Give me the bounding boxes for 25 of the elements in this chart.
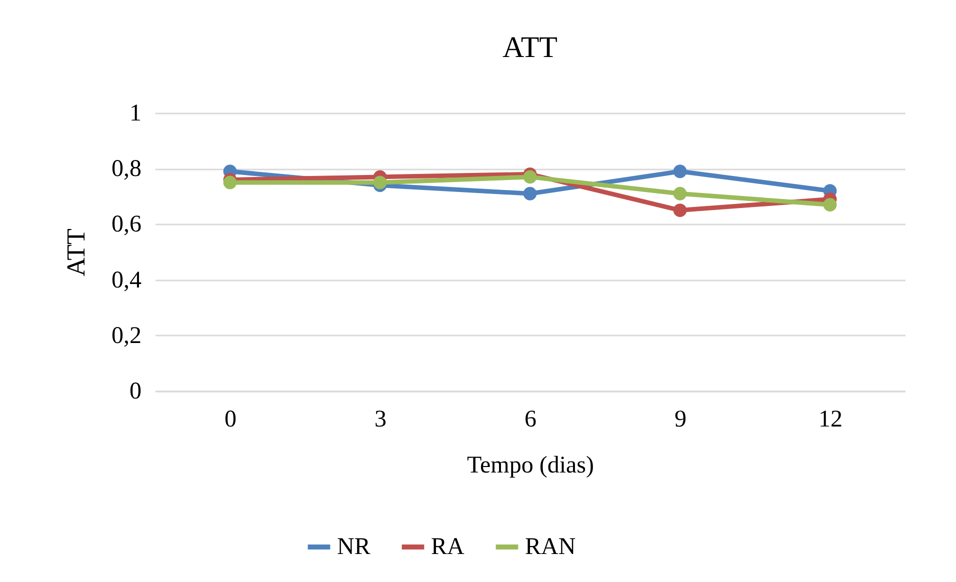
- y-tick-label: 0,8: [112, 156, 142, 182]
- point: [523, 186, 537, 200]
- x-tick-label: 9: [674, 406, 686, 432]
- y-tick-label: 0,4: [112, 267, 142, 294]
- point: [523, 170, 537, 184]
- chart-title: ATT: [502, 31, 558, 64]
- x-tick-label: 6: [524, 406, 536, 432]
- x-tick-label: 3: [374, 406, 386, 432]
- y-axis-title: ATT: [62, 228, 90, 276]
- legend-label: RAN: [525, 534, 576, 560]
- x-tick-label: 12: [818, 406, 842, 432]
- y-tick-label: 0: [130, 378, 142, 404]
- point: [673, 204, 687, 217]
- y-tick-label: 0,2: [112, 322, 142, 349]
- legend-label: NR: [337, 534, 370, 560]
- point: [823, 198, 837, 212]
- x-tick-label: 0: [224, 406, 236, 432]
- y-tick-label: 1: [130, 100, 142, 126]
- point: [673, 164, 687, 178]
- legend-label: RA: [431, 534, 466, 560]
- y-tick-label: 0,6: [112, 212, 142, 238]
- point: [373, 176, 387, 190]
- point: [223, 176, 237, 190]
- x-axis-title: Tempo (dias): [467, 452, 594, 478]
- point: [673, 186, 687, 200]
